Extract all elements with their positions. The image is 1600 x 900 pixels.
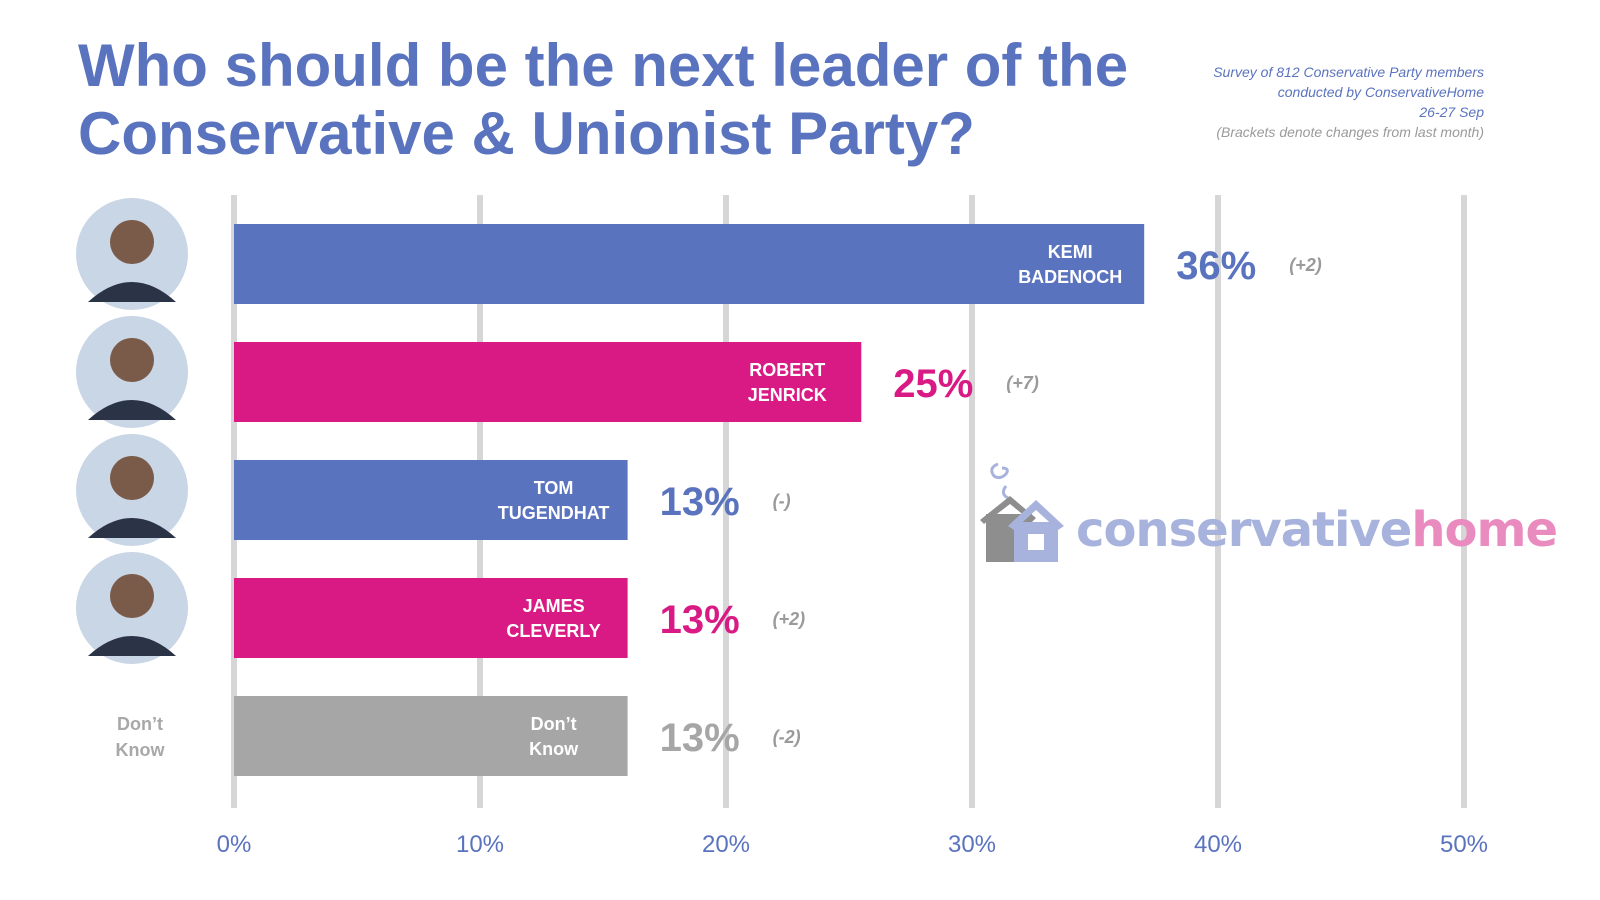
bar-label: KEMI BADENOCH (1018, 242, 1122, 287)
bar-label: Don’t Know (529, 714, 579, 759)
logo-wordmark-part2: home (1411, 502, 1558, 558)
bar-label-line: CLEVERLY (506, 621, 600, 641)
bar-label-line: JENRICK (748, 385, 827, 405)
avatar-shoulders-icon (88, 518, 176, 538)
x-tick-label: 50% (1440, 831, 1488, 858)
avatar-head-icon (110, 338, 154, 382)
change-label: (-2) (773, 727, 801, 747)
x-tick-label: 30% (948, 831, 996, 858)
bar-label-line: TOM (534, 478, 574, 498)
x-tick-label: 0% (217, 831, 252, 858)
change-label: (-) (773, 491, 791, 511)
survey-note-brackets: (Brackets denote changes from last month… (1216, 124, 1484, 140)
bar-label-line: Know (529, 739, 579, 759)
house-logo-icon (980, 462, 1064, 562)
bar (234, 696, 628, 776)
bar (234, 342, 862, 422)
survey-note-dates: 26-27 Sep (1419, 104, 1484, 120)
change-label: (+2) (1289, 255, 1322, 275)
avatar-head-icon (110, 574, 154, 618)
x-tick-label: 40% (1194, 831, 1242, 858)
value-label: 13% (660, 598, 740, 642)
survey-note-sample: Survey of 812 Conservative Party members (1213, 64, 1484, 80)
avatar-label-line: Know (116, 740, 166, 760)
avatar-shoulders-icon (88, 282, 176, 302)
bar-label-line: KEMI (1048, 242, 1093, 262)
avatar-shoulders-icon (88, 400, 176, 420)
bar-label-line: TUGENDHAT (498, 503, 610, 523)
chart-title: Who should be the next leader of the Con… (78, 32, 1198, 168)
x-tick-label: 20% (702, 831, 750, 858)
avatar-label-line: Don’t (117, 714, 163, 734)
avatar-label: Don’t Know (116, 714, 166, 760)
value-label: 13% (660, 716, 740, 760)
logo-wordmark: conservativehome (1076, 502, 1558, 558)
avatar-head-icon (110, 220, 154, 264)
logo-wordmark-part1: conservative (1076, 502, 1412, 558)
chart-title-line-2: Conservative & Unionist Party? (78, 100, 975, 167)
bar (234, 224, 1145, 304)
bar (234, 578, 628, 658)
survey-note-source: conducted by ConservativeHome (1277, 84, 1484, 100)
avatar-head-icon (110, 456, 154, 500)
bar-label: TOM TUGENDHAT (498, 478, 610, 523)
survey-notes: Survey of 812 Conservative Party members… (1213, 62, 1484, 142)
change-label: (+2) (773, 609, 806, 629)
bar-label-line: BADENOCH (1018, 267, 1122, 287)
value-label: 36% (1176, 244, 1256, 288)
x-tick-label: 10% (456, 831, 504, 858)
value-label: 13% (660, 480, 740, 524)
bar-label: JAMES CLEVERLY (506, 596, 600, 641)
chart-title-line-1: Who should be the next leader of the (78, 32, 1129, 99)
bar-label: ROBERT JENRICK (748, 360, 827, 405)
avatar-shoulders-icon (88, 636, 176, 656)
change-label: (+7) (1006, 373, 1039, 393)
conservativehome-logo: conservativehome (980, 460, 1558, 570)
bar-label-line: ROBERT (749, 360, 825, 380)
bar-label-line: JAMES (523, 596, 585, 616)
value-label: 25% (893, 362, 973, 406)
bar (234, 460, 628, 540)
bar-label-line: Don’t (531, 714, 577, 734)
